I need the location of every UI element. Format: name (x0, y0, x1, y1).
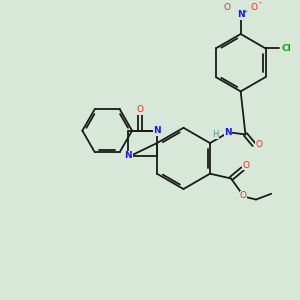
Text: +: + (242, 9, 247, 14)
Text: O: O (240, 191, 247, 200)
Text: O: O (136, 105, 143, 114)
Text: Cl: Cl (282, 44, 291, 53)
Text: N: N (124, 151, 132, 160)
Text: O: O (243, 160, 250, 169)
Text: N: N (237, 11, 244, 20)
Text: -: - (258, 0, 261, 7)
Text: O: O (255, 140, 262, 149)
Text: N: N (153, 126, 161, 135)
Text: O: O (224, 3, 231, 12)
Text: O: O (250, 3, 258, 12)
Text: H: H (212, 130, 218, 139)
Text: N: N (224, 128, 232, 137)
